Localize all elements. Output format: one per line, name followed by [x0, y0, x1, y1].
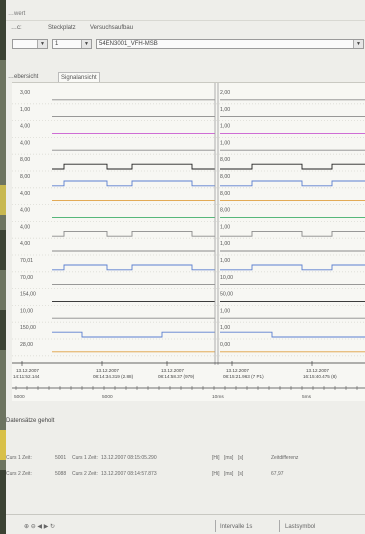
timestamp-time: 08:14:34.319 (2.88): [93, 374, 134, 379]
cursor1-unit: [ms]: [224, 455, 234, 461]
scale-label: 5ms: [302, 394, 312, 400]
kanal-select[interactable]: ▼: [12, 39, 48, 49]
right-tick-label: 2,00: [220, 90, 230, 96]
zeitdifferenz-label: Zeitdifferenz: [271, 455, 299, 461]
chevron-down-icon[interactable]: ▼: [353, 40, 363, 48]
zeitdifferenz-value: 67,97: [271, 471, 284, 477]
right-tick-label: 0,00: [220, 342, 230, 348]
left-tick-label: 70,01: [20, 258, 33, 264]
cursor1-unit: [Hi]: [212, 455, 220, 461]
cursor-left-icon[interactable]: ◀: [37, 524, 43, 530]
chevron-down-icon[interactable]: ▼: [37, 40, 47, 48]
toolbar-icons[interactable]: ⊕ ⊖ ◀ ▶ ↻: [24, 522, 104, 532]
left-tick-label: 8,00: [20, 174, 30, 180]
timestamp-date: 13.12.2007: [226, 368, 249, 373]
signal-trace: [52, 230, 365, 237]
cursor2-unit: [ms]: [224, 471, 234, 477]
messwert-value: 54EN3001_VFH-MSB: [99, 41, 158, 47]
refresh-icon[interactable]: ↻: [50, 524, 56, 530]
cursor1-unit: [s]: [238, 455, 244, 461]
left-tick-label: 4,00: [20, 241, 30, 247]
left-tick-label: 70,00: [20, 275, 33, 281]
timestamp-time: 08:15:21.963 (7 P1): [223, 374, 264, 379]
left-tick-label: 1,00: [20, 107, 30, 113]
scale-label: 5000: [14, 394, 25, 400]
left-tick-label: 150,00: [20, 325, 36, 331]
right-tick-label: 8,00: [220, 208, 230, 214]
cursor1-timestamp: 13.12.2007 08:15:05.290: [101, 455, 157, 461]
left-tick-label: 154,00: [20, 292, 36, 298]
steckplatz-value: 1: [55, 41, 59, 47]
kanal-label: …c:: [11, 25, 22, 31]
timestamp-date: 13.12.2007: [161, 368, 184, 373]
left-tick-label: 4,00: [20, 208, 30, 214]
right-tick-label: 10,00: [220, 275, 233, 281]
left-tick-label: 8,00: [20, 157, 30, 163]
chevron-down-icon[interactable]: ▼: [81, 40, 91, 48]
zoom-in-icon[interactable]: ⊕: [24, 524, 30, 530]
desktop-edge: [0, 0, 9, 534]
cursor1-label: Curs 1 Zeit:: [6, 455, 32, 461]
right-tick-label: 1,00: [220, 224, 230, 230]
messwert-label: Versuchsaufbau: [90, 25, 134, 31]
signal-trace: [52, 331, 365, 338]
tab-signalansicht[interactable]: Signalansicht: [58, 72, 100, 82]
steckplatz-label: Steckplatz: [48, 25, 76, 31]
lastsymbol-text[interactable]: Lastsymbol: [285, 524, 316, 530]
left-tick-label: 4,00: [20, 224, 30, 230]
intervall-text[interactable]: Intervalle 1s: [220, 524, 253, 530]
signal-trace: [52, 163, 365, 170]
right-tick-label: 1,00: [220, 325, 230, 331]
cursor2-timestamp: 13.12.2007 08:14:57.873: [101, 471, 157, 477]
left-tick-label: 4,00: [20, 140, 30, 146]
right-tick-label: 1,00: [220, 124, 230, 130]
right-tick-label: 1,00: [220, 107, 230, 113]
timestamp-date: 13.12.2007: [96, 368, 119, 373]
left-tick-label: 10,00: [20, 308, 33, 314]
cursor2-name: Curs 2 Zeit:: [72, 471, 98, 477]
signal-chart[interactable]: 3,00 2,00 1,00 1,00 4,00 1,00 4,00 1,00 8,00 8,00…: [12, 82, 365, 401]
tab-uebersicht[interactable]: …ebersicht: [8, 74, 39, 80]
scale-label: 5000: [102, 394, 113, 400]
scale-label: 10ms: [212, 394, 224, 400]
timestamp-time: 16:15:40.475 (8): [303, 374, 337, 379]
signal-chart-svg: 3,00 2,00 1,00 1,00 4,00 1,00 4,00 1,00 8,00 8,00…: [12, 83, 365, 400]
cursor2-value: 5088: [55, 471, 67, 477]
timestamp-date: 13.12.2007: [306, 368, 329, 373]
right-tick-label: 1,00: [220, 308, 230, 314]
cursor1-name: Curs 1 Zeit:: [72, 455, 98, 461]
cursor2-label: Curs 2 Zeit:: [6, 471, 32, 477]
zoom-out-icon[interactable]: ⊖: [30, 524, 36, 530]
cursor2-unit: [Hi]: [212, 471, 220, 477]
timestamp-time: 08:14:58.37 (979): [158, 374, 195, 379]
left-tick-label: 3,00: [20, 90, 30, 96]
right-tick-label: 1,00: [220, 258, 230, 264]
right-tick-label: 1,00: [220, 241, 230, 247]
signal-trace: [52, 180, 365, 187]
right-tick-label: 8,00: [220, 191, 230, 197]
signal-trace: [52, 264, 365, 271]
steckplatz-select[interactable]: 1 ▼: [52, 39, 92, 49]
right-tick-label: 8,00: [220, 174, 230, 180]
right-tick-label: 8,00: [220, 157, 230, 163]
right-tick-label: 50,00: [220, 292, 233, 298]
cursor-right-icon[interactable]: ▶: [43, 524, 49, 530]
left-tick-label: 28,00: [20, 342, 33, 348]
cursor1-value: 5001: [55, 455, 67, 461]
left-tick-label: 4,00: [20, 124, 30, 130]
timestamp-time: 14:11:52.144: [13, 374, 40, 379]
window-title: …wert: [8, 11, 26, 17]
cursor2-unit: [s]: [238, 471, 244, 477]
status-text: Datensätze geholt: [6, 418, 55, 424]
left-tick-label: 4,00: [20, 191, 30, 197]
timestamp-date: 13.12.2007: [16, 368, 39, 373]
messwert-select[interactable]: 54EN3001_VFH-MSB ▼: [96, 39, 364, 49]
right-tick-label: 1,00: [220, 140, 230, 146]
